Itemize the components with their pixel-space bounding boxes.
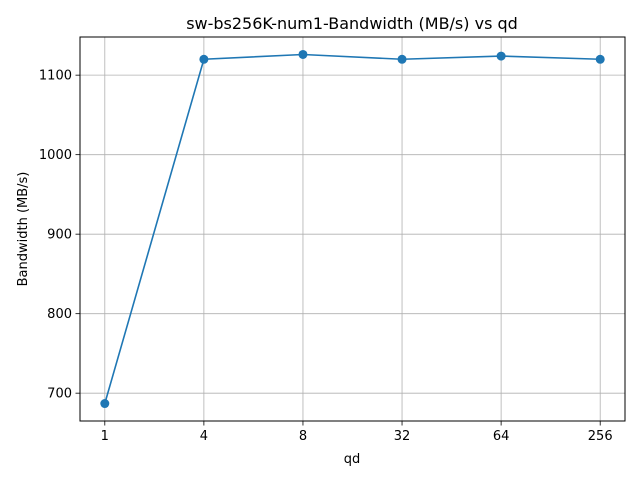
y-tick-label: 700 bbox=[47, 387, 72, 402]
x-tick-label: 4 bbox=[200, 429, 208, 444]
data-point bbox=[496, 51, 506, 61]
series-line bbox=[104, 53, 601, 404]
x-tick-label: 1 bbox=[101, 429, 109, 444]
grid bbox=[80, 37, 625, 421]
x-axis-label: qd bbox=[344, 452, 361, 467]
x-tick-label: 32 bbox=[394, 429, 411, 444]
x-tick-label: 8 bbox=[299, 429, 307, 444]
x-tick-label: 256 bbox=[588, 429, 613, 444]
x-tick-label: 64 bbox=[493, 429, 510, 444]
y-axis-label: Bandwidth (MB/s) bbox=[16, 172, 31, 287]
y-tick-label: 800 bbox=[47, 307, 72, 322]
y-tick-label: 1100 bbox=[39, 69, 72, 84]
y-tick-label: 900 bbox=[47, 228, 72, 243]
data-point bbox=[397, 54, 407, 64]
series-layer bbox=[100, 49, 605, 409]
data-point bbox=[298, 49, 308, 59]
data-point bbox=[100, 399, 110, 409]
axes: 1 4 8 32 64 256 700 800 900 1000 1100 bbox=[39, 69, 613, 444]
plot-frame bbox=[79, 36, 626, 422]
data-point bbox=[199, 54, 209, 64]
chart-title: sw-bs256K-num1-Bandwidth (MB/s) vs qd bbox=[186, 14, 518, 33]
data-point bbox=[595, 54, 605, 64]
y-tick-label: 1000 bbox=[39, 148, 72, 163]
